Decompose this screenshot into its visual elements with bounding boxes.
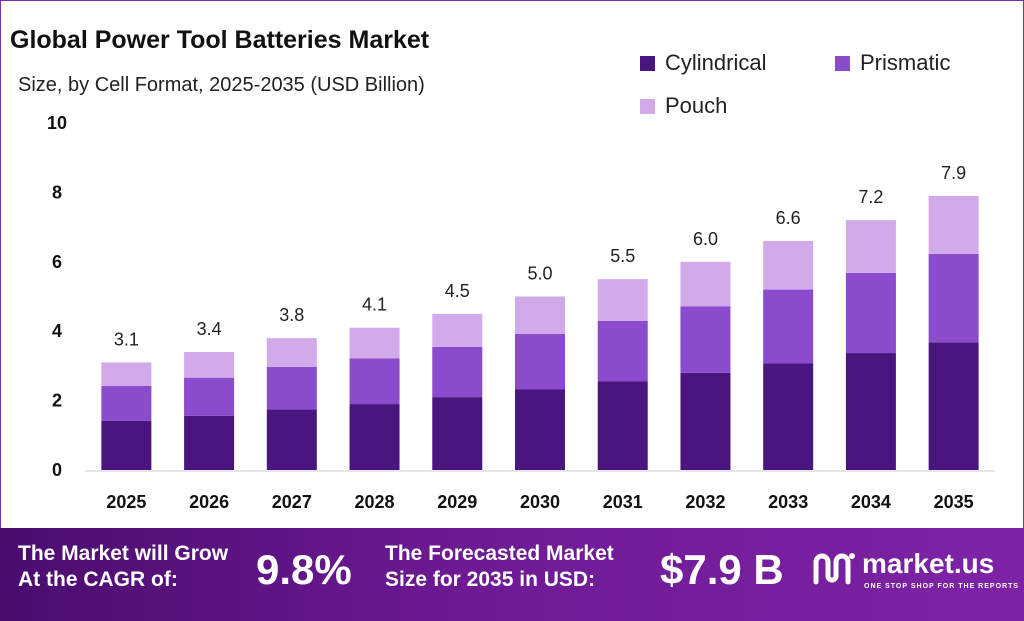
- bar-segment-cylindrical: [763, 363, 814, 470]
- bar-total-label: 4.5: [445, 281, 470, 301]
- y-tick-label: 10: [47, 113, 67, 133]
- chart-title: Global Power Tool Batteries Market: [10, 26, 430, 54]
- bar-segment-pouch: [184, 352, 235, 378]
- x-tick-label: 2030: [520, 492, 560, 512]
- bar-segment-cylindrical: [845, 353, 896, 470]
- legend-label-prismatic: Prismatic: [860, 50, 951, 75]
- bar-segment-cylindrical: [101, 420, 152, 470]
- bar-segment-pouch: [266, 338, 317, 367]
- cagr-label: The Market will Grow At the CAGR of:: [18, 542, 229, 591]
- bar-segment-cylindrical: [432, 397, 483, 470]
- bar-segment-pouch: [763, 240, 814, 290]
- legend-swatch-pouch: [640, 98, 655, 114]
- x-tick-label: 2034: [851, 492, 891, 512]
- bar-segment-prismatic: [680, 306, 731, 373]
- bar-segment-pouch: [928, 195, 979, 254]
- chart-subtitle: Size, by Cell Format, 2025-2035 (USD Bil…: [18, 74, 425, 96]
- summary-banner: The Market will Grow At the CAGR of: 9.8…: [0, 528, 1024, 621]
- bar-segment-pouch: [680, 261, 731, 307]
- bar-segment-cylindrical: [266, 409, 317, 470]
- bar-total-label: 7.9: [941, 163, 966, 183]
- bar-segment-cylindrical: [515, 389, 565, 470]
- x-tick-label: 2035: [934, 492, 974, 512]
- bar-segment-prismatic: [515, 333, 565, 390]
- bar-segment-cylindrical: [928, 342, 979, 470]
- bar-total-label: 3.4: [197, 319, 222, 339]
- bar-segment-prismatic: [266, 366, 317, 410]
- legend-item-pouch: Pouch: [640, 93, 727, 119]
- x-tick-label: 2027: [272, 492, 312, 512]
- bar-segment-prismatic: [349, 358, 400, 405]
- market-us-logo-icon: [813, 553, 855, 585]
- bar-total-label: 3.8: [279, 305, 304, 325]
- y-tick-label: 2: [52, 391, 62, 411]
- bar-total-label: 3.1: [114, 329, 139, 349]
- cagr-value: 9.8%: [256, 546, 352, 593]
- x-tick-label: 2031: [603, 492, 643, 512]
- bar-segment-prismatic: [763, 289, 814, 364]
- bar-segment-cylindrical: [349, 404, 400, 470]
- forecast-value: $7.9 B: [660, 546, 784, 593]
- x-tick-label: 2033: [768, 492, 808, 512]
- bar-segment-prismatic: [101, 386, 152, 421]
- bar-total-label: 6.6: [776, 208, 801, 228]
- bar-segment-pouch: [101, 362, 152, 387]
- bar-segment-pouch: [845, 220, 896, 273]
- x-tick-label: 2029: [437, 492, 477, 512]
- bar-segment-prismatic: [184, 377, 235, 416]
- y-tick-label: 8: [52, 182, 62, 202]
- bar-segment-cylindrical: [680, 372, 731, 470]
- legend-item-prismatic: Prismatic: [835, 50, 950, 76]
- legend-swatch-cylindrical: [640, 55, 655, 71]
- x-tick-label: 2028: [355, 492, 395, 512]
- legend-label-cylindrical: Cylindrical: [665, 50, 767, 75]
- x-tick-label: 2032: [685, 492, 725, 512]
- logo-name: market.us: [862, 548, 995, 579]
- bar-segment-pouch: [432, 313, 483, 347]
- bar-total-label: 6.0: [693, 229, 718, 249]
- bar-segment-prismatic: [432, 346, 483, 398]
- logo-tagline: ONE STOP SHOP FOR THE REPORTS: [864, 583, 1020, 590]
- bar-segment-prismatic: [928, 253, 979, 343]
- bar-total-label: 7.2: [858, 187, 883, 207]
- bar-segment-prismatic: [597, 320, 648, 382]
- bar-segment-prismatic: [845, 272, 896, 354]
- stacked-bar-chart: 0 2 4 6 8 10 3.1 2025 3.4 2026 3.8 2027 4.1 2028 4.5 20…: [47, 113, 995, 512]
- forecast-label: The Forecasted Market Size for 2035 in U…: [385, 542, 614, 591]
- bar-segment-pouch: [597, 279, 648, 321]
- y-tick-label: 0: [52, 460, 62, 480]
- legend-item-cylindrical: Cylindrical: [640, 50, 766, 76]
- bar-segment-cylindrical: [184, 415, 235, 470]
- bar-total-label: 5.0: [527, 264, 552, 284]
- legend-swatch-prismatic: [835, 55, 850, 71]
- bar-segment-pouch: [515, 296, 565, 334]
- bar-segment-cylindrical: [597, 381, 648, 470]
- x-tick-label: 2025: [106, 492, 146, 512]
- bar-total-label: 4.1: [362, 295, 387, 315]
- legend-label-pouch: Pouch: [665, 93, 728, 118]
- y-tick-label: 6: [52, 252, 62, 272]
- y-tick-label: 4: [52, 321, 62, 341]
- bar-segment-pouch: [349, 327, 400, 359]
- x-tick-label: 2026: [189, 492, 229, 512]
- bar-total-label: 5.5: [610, 246, 635, 266]
